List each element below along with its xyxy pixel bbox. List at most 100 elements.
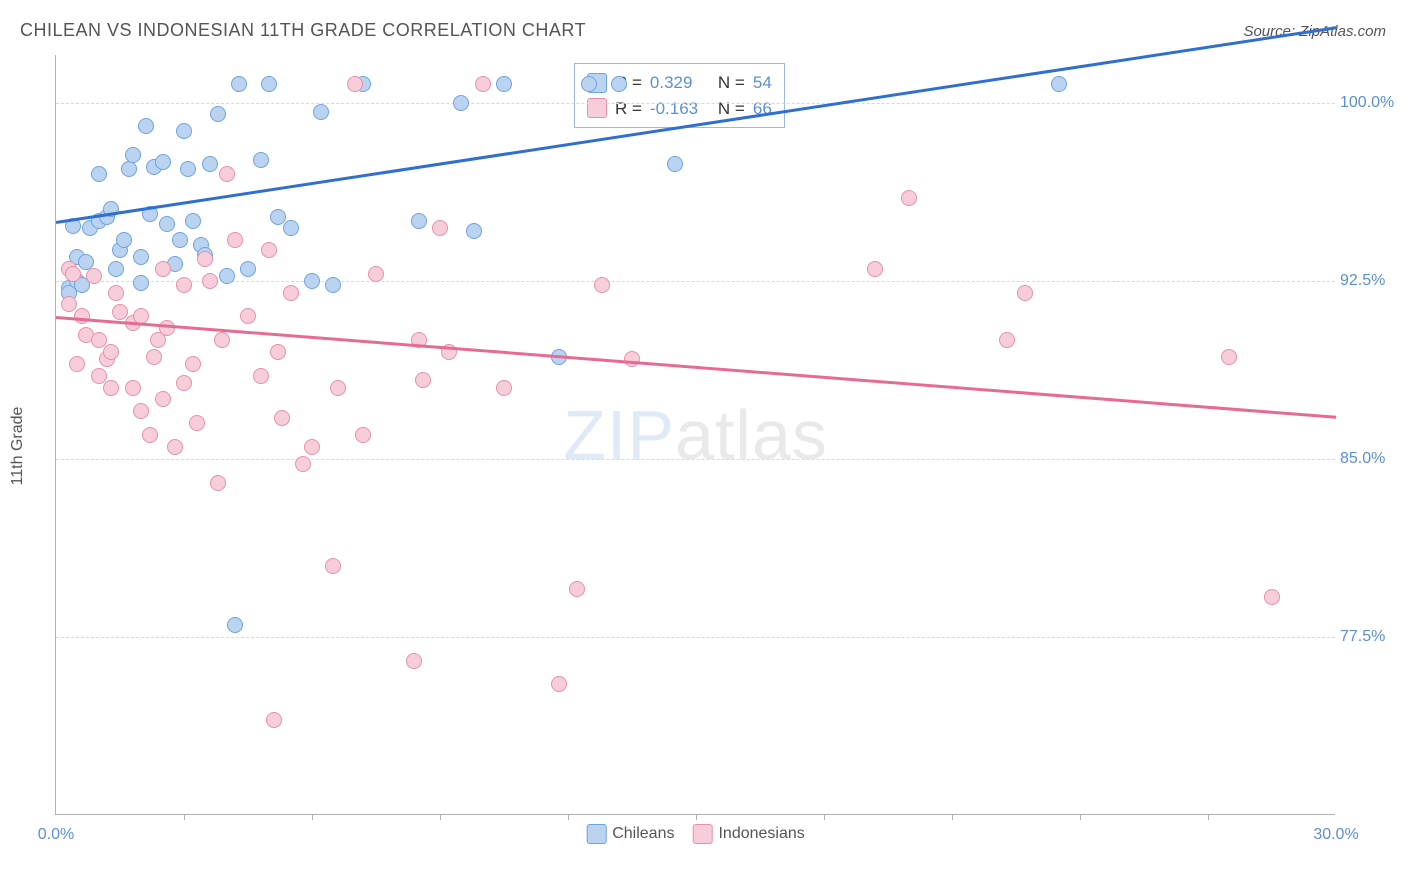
data-point (406, 653, 422, 669)
legend-swatch (586, 824, 606, 844)
data-point (189, 415, 205, 431)
data-point (91, 332, 107, 348)
data-point (176, 375, 192, 391)
stats-r-value: -0.163 (650, 96, 710, 122)
x-tick (952, 814, 953, 820)
data-point (116, 232, 132, 248)
data-point (202, 273, 218, 289)
y-axis-title: 11th Grade (9, 407, 27, 486)
data-point (146, 349, 162, 365)
data-point (611, 76, 627, 92)
data-point (197, 251, 213, 267)
gridline (56, 103, 1335, 104)
data-point (138, 118, 154, 134)
data-point (569, 581, 585, 597)
data-point (172, 232, 188, 248)
data-point (125, 380, 141, 396)
series-legend: Chileans Indonesians (586, 824, 805, 844)
data-point (103, 344, 119, 360)
data-point (108, 285, 124, 301)
data-point (368, 266, 384, 282)
data-point (253, 152, 269, 168)
data-point (325, 558, 341, 574)
data-point (86, 268, 102, 284)
trend-line (56, 27, 1336, 224)
x-tick-label: 0.0% (38, 826, 74, 844)
data-point (103, 380, 119, 396)
gridline (56, 459, 1335, 460)
data-point (313, 104, 329, 120)
y-tick-label: 100.0% (1340, 94, 1405, 112)
x-tick (696, 814, 697, 820)
data-point (91, 368, 107, 384)
data-point (167, 439, 183, 455)
data-point (227, 617, 243, 633)
stats-n-value: 66 (753, 96, 772, 122)
data-point (304, 273, 320, 289)
data-point (594, 277, 610, 293)
data-point (231, 76, 247, 92)
data-point (150, 332, 166, 348)
legend-label: Chileans (612, 825, 674, 843)
data-point (142, 427, 158, 443)
watermark: ZIPatlas (563, 395, 828, 475)
data-point (253, 368, 269, 384)
data-point (415, 372, 431, 388)
data-point (475, 76, 491, 92)
data-point (999, 332, 1015, 348)
data-point (155, 391, 171, 407)
data-point (496, 76, 512, 92)
data-point (210, 475, 226, 491)
data-point (219, 268, 235, 284)
data-point (295, 456, 311, 472)
stats-n-label: N = (718, 70, 745, 96)
data-point (325, 277, 341, 293)
trend-line (56, 316, 1336, 418)
x-tick (440, 814, 441, 820)
data-point (667, 156, 683, 172)
data-point (261, 242, 277, 258)
scatter-chart: ZIPatlas R =0.329N =54R =-0.163N =66 Chi… (55, 55, 1335, 815)
data-point (69, 356, 85, 372)
chart-header: CHILEAN VS INDONESIAN 11TH GRADE CORRELA… (20, 20, 1386, 41)
data-point (133, 249, 149, 265)
data-point (227, 232, 243, 248)
legend-item: Chileans (586, 824, 674, 844)
data-point (283, 285, 299, 301)
data-point (901, 190, 917, 206)
data-point (214, 332, 230, 348)
data-point (61, 296, 77, 312)
y-tick-label: 92.5% (1340, 272, 1405, 290)
x-tick (824, 814, 825, 820)
data-point (202, 156, 218, 172)
stats-r-label: R = (615, 96, 642, 122)
data-point (266, 712, 282, 728)
data-point (551, 676, 567, 692)
data-point (1264, 589, 1280, 605)
data-point (180, 161, 196, 177)
x-tick (184, 814, 185, 820)
data-point (240, 261, 256, 277)
legend-item: Indonesians (692, 824, 804, 844)
data-point (453, 95, 469, 111)
x-tick (312, 814, 313, 820)
x-tick (568, 814, 569, 820)
data-point (176, 277, 192, 293)
data-point (240, 308, 256, 324)
watermark-light: atlas (675, 396, 828, 474)
data-point (1221, 349, 1237, 365)
legend-swatch (692, 824, 712, 844)
data-point (155, 154, 171, 170)
legend-swatch (587, 98, 607, 118)
data-point (581, 76, 597, 92)
watermark-bold: ZIP (563, 396, 675, 474)
data-point (125, 147, 141, 163)
data-point (411, 213, 427, 229)
data-point (185, 213, 201, 229)
gridline (56, 637, 1335, 638)
data-point (91, 166, 107, 182)
data-point (1051, 76, 1067, 92)
data-point (155, 261, 171, 277)
legend-label: Indonesians (718, 825, 804, 843)
data-point (133, 403, 149, 419)
